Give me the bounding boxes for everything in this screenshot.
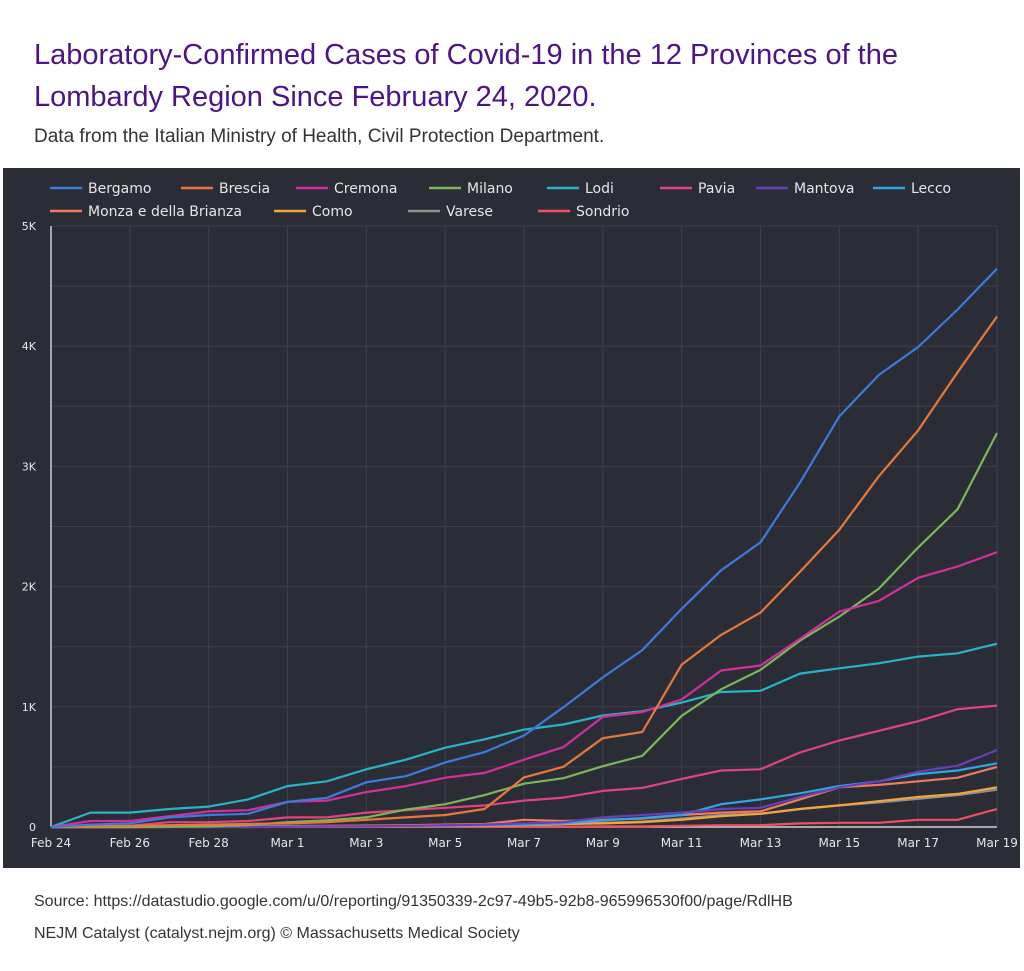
series-line-pavia [50, 704, 998, 829]
legend-label: Varese [446, 204, 493, 220]
series-line-cremona [50, 551, 998, 829]
legend-label: Lecco [911, 181, 951, 197]
series-line-milano [51, 432, 998, 829]
legend-item-brescia[interactable]: Brescia [181, 181, 270, 197]
legend-label: Sondrio [576, 204, 629, 220]
x-tick-label: Mar 3 [349, 836, 383, 850]
legend-item-monza-e-della-brianza[interactable]: Monza e della Brianza [50, 204, 242, 220]
x-tick-label: Mar 7 [507, 836, 541, 850]
series-line-brescia [50, 315, 998, 829]
legend-label: Monza e della Brianza [88, 204, 242, 220]
series-line-bergamo [50, 267, 998, 829]
legend-item-bergamo[interactable]: Bergamo [50, 181, 151, 197]
y-tick-label: 0 [29, 821, 36, 834]
legend-label: Pavia [698, 181, 735, 197]
legend: Bergamo Brescia Cremona Milano Lodi Pavia Mant… [50, 181, 951, 220]
legend-item-milano[interactable]: Milano [429, 181, 513, 197]
series-line-lodi [50, 642, 998, 829]
chart-subtitle: Data from the Italian Ministry of Health… [34, 126, 605, 147]
legend-label: Brescia [219, 181, 270, 197]
legend-item-pavia[interactable]: Pavia [660, 181, 735, 197]
x-tick-label: Mar 5 [428, 836, 462, 850]
x-tick-label: Feb 26 [110, 836, 150, 850]
x-tick-label: Feb 24 [31, 836, 71, 850]
x-tick-label: Feb 28 [188, 836, 228, 850]
chart-panel [3, 168, 1020, 868]
legend-item-mantova[interactable]: Mantova [756, 181, 854, 197]
y-tick-label: 1K [22, 701, 37, 714]
y-tick-label: 4K [22, 340, 37, 353]
legend-item-varese[interactable]: Varese [408, 204, 493, 220]
legend-label: Como [312, 204, 353, 220]
legend-label: Lodi [585, 181, 614, 197]
source-note: Source: https://datastudio.google.com/u/… [34, 893, 793, 910]
legend-item-cremona[interactable]: Cremona [296, 181, 398, 197]
legend-label: Bergamo [88, 181, 151, 197]
x-tick-label: Mar 13 [740, 836, 782, 850]
legend-label: Milano [467, 181, 513, 197]
y-tick-label: 2K [22, 581, 37, 594]
legend-item-lodi[interactable]: Lodi [547, 181, 614, 197]
x-tick-label: Mar 15 [818, 836, 860, 850]
x-tick-label: Mar 17 [897, 836, 939, 850]
legend-label: Cremona [334, 181, 398, 197]
grid-lines [50, 225, 998, 828]
series-lines [50, 267, 998, 829]
x-axis-ticks: Feb 24 Feb 26 Feb 28 Mar 1 Mar 3 Mar 5 Mar 7 Ma… [31, 836, 1018, 850]
x-tick-label: Mar 1 [270, 836, 304, 850]
x-tick-label: Mar 9 [586, 836, 620, 850]
y-tick-label: 3K [22, 460, 37, 473]
credit-note: NEJM Catalyst (catalyst.nejm.org) © Mass… [34, 925, 520, 942]
y-axis-ticks: 0 1K 2K 3K 4K 5K [22, 220, 37, 834]
chart-title: Laboratory-Confirmed Cases of Covid-19 i… [34, 39, 898, 113]
legend-item-sondrio[interactable]: Sondrio [538, 204, 629, 220]
x-tick-label: Mar 11 [661, 836, 703, 850]
x-tick-label: Mar 19 [976, 836, 1018, 850]
y-tick-label: 5K [22, 220, 37, 233]
legend-item-como[interactable]: Como [274, 204, 353, 220]
legend-label: Mantova [794, 181, 854, 197]
legend-item-lecco[interactable]: Lecco [873, 181, 951, 197]
